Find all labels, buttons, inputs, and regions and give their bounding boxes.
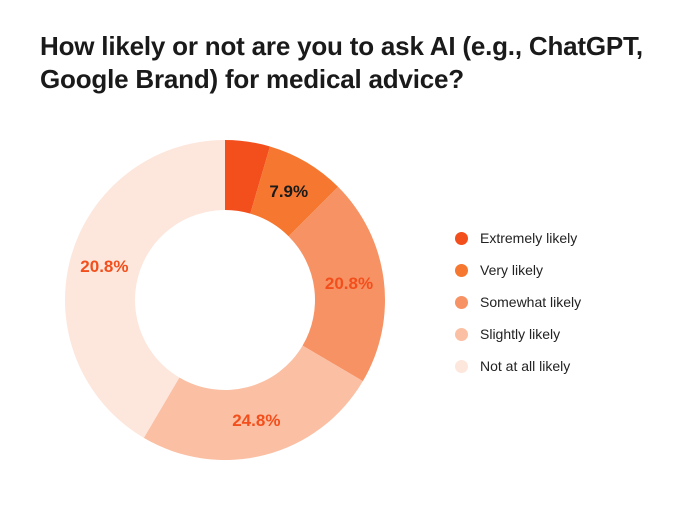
- legend-swatch-icon: [455, 264, 468, 277]
- legend-swatch-icon: [455, 296, 468, 309]
- legend-label: Extremely likely: [480, 230, 577, 246]
- chart-content: 7.9%20.8%24.8%20.8% Extremely likely Ver…: [40, 115, 660, 495]
- legend-item: Somewhat likely: [455, 294, 581, 310]
- legend-label: Very likely: [480, 262, 543, 278]
- page-root: How likely or not are you to ask AI (e.g…: [0, 0, 700, 530]
- legend-item: Slightly likely: [455, 326, 581, 342]
- legend-swatch-icon: [455, 328, 468, 341]
- legend-label: Not at all likely: [480, 358, 570, 374]
- donut-chart: 7.9%20.8%24.8%20.8%: [40, 115, 410, 485]
- donut-slice: [144, 346, 363, 460]
- legend-swatch-icon: [455, 360, 468, 373]
- donut-svg: [40, 115, 410, 485]
- legend-item: Extremely likely: [455, 230, 581, 246]
- legend-label: Slightly likely: [480, 326, 560, 342]
- chart-title: How likely or not are you to ask AI (e.g…: [40, 30, 660, 95]
- legend: Extremely likely Very likely Somewhat li…: [455, 230, 581, 374]
- legend-label: Somewhat likely: [480, 294, 581, 310]
- legend-item: Very likely: [455, 262, 581, 278]
- legend-item: Not at all likely: [455, 358, 581, 374]
- legend-swatch-icon: [455, 232, 468, 245]
